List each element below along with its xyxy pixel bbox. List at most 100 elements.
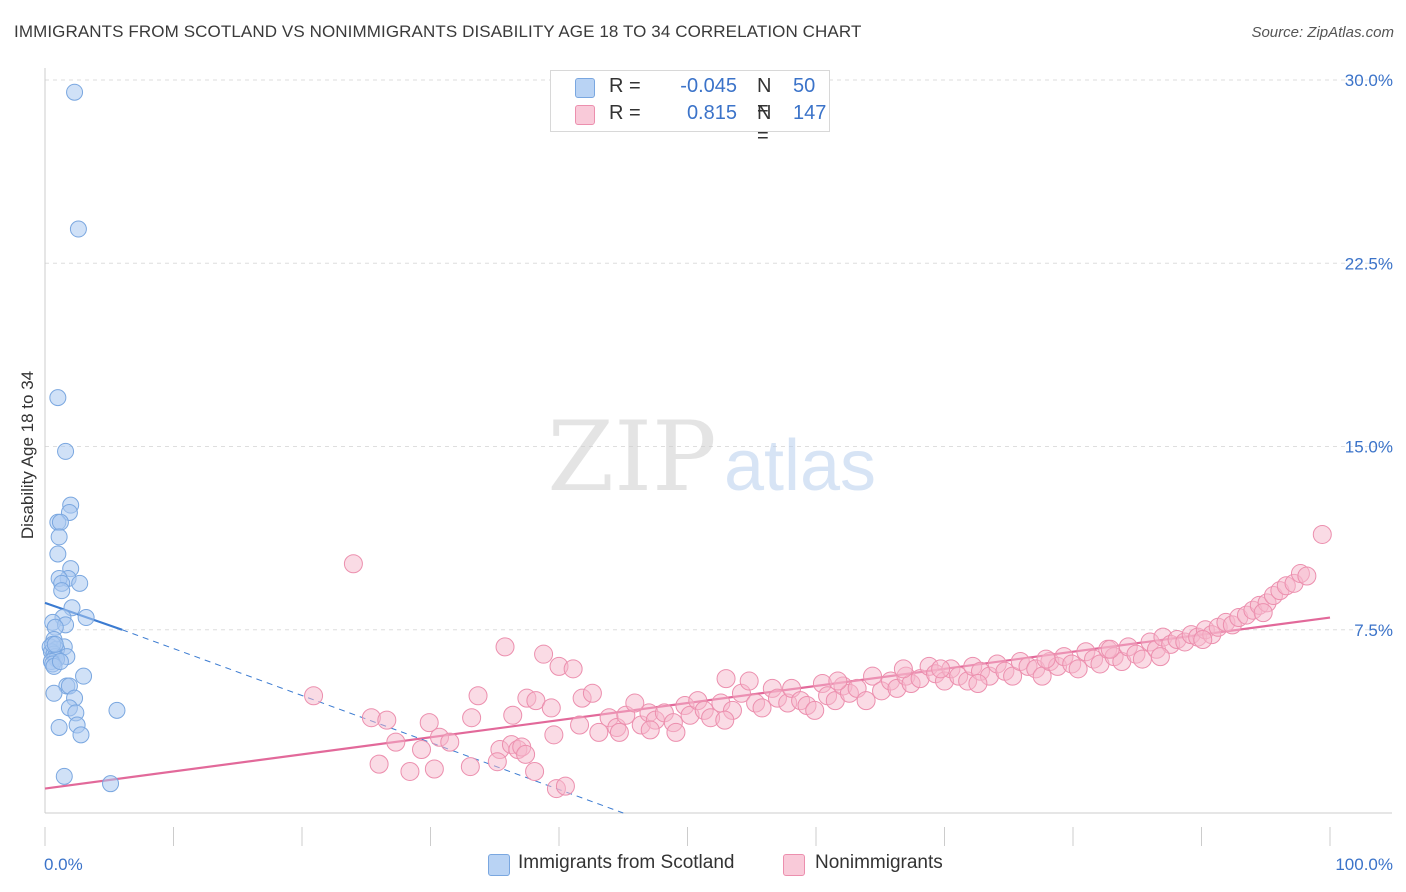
point-scotland (71, 574, 89, 592)
point-nonimmigrants (1312, 524, 1332, 544)
point-nonimmigrants (715, 710, 735, 730)
point-nonimmigrants (828, 671, 848, 691)
point-scotland (72, 726, 90, 744)
bottom-legend-swatch-nonimmigrants (783, 854, 805, 876)
point-nonimmigrants (625, 693, 645, 713)
point-nonimmigrants (1003, 666, 1023, 686)
point-nonimmigrants (563, 659, 583, 679)
legend-n-label: N = (757, 75, 772, 120)
point-scotland (51, 653, 69, 671)
legend-r-value-scotland: -0.045 (680, 75, 737, 97)
point-nonimmigrants (419, 713, 439, 733)
point-nonimmigrants (534, 644, 554, 664)
bottom-legend-label-nonimmigrants: Nonimmigrants (815, 852, 943, 873)
gridlines (45, 79, 1392, 631)
legend-r-label: R = (609, 102, 641, 124)
series-nonimmigrants (304, 524, 1332, 799)
point-nonimmigrants (716, 669, 736, 689)
point-nonimmigrants (589, 722, 609, 742)
point-nonimmigrants (893, 659, 913, 679)
point-nonimmigrants (1193, 630, 1213, 650)
axes (44, 68, 1392, 846)
point-nonimmigrants (752, 698, 772, 718)
point-scotland (45, 684, 63, 702)
point-nonimmigrants (1068, 659, 1088, 679)
watermark: ZIP atlas (547, 401, 876, 513)
chart-title: IMMIGRANTS FROM SCOTLAND VS NONIMMIGRANT… (14, 22, 862, 41)
point-scotland (46, 635, 64, 653)
legend-n-label: N = (757, 102, 772, 147)
y-tick-label: 7.5% (1354, 621, 1393, 640)
bottom-legend-swatch-scotland (488, 854, 510, 876)
point-nonimmigrants (400, 761, 420, 781)
point-scotland (49, 545, 67, 563)
point-nonimmigrants (856, 691, 876, 711)
point-nonimmigrants (1036, 649, 1056, 669)
point-nonimmigrants (386, 732, 406, 752)
point-nonimmigrants (555, 776, 575, 796)
legend-r-label: R = (609, 75, 641, 97)
point-scotland (49, 389, 67, 407)
point-nonimmigrants (1253, 603, 1273, 623)
watermark-atlas: atlas (724, 426, 876, 506)
point-nonimmigrants (503, 705, 523, 725)
legend-box: R = -0.045 N = 50 R = 0.815 N = 147 (550, 70, 830, 147)
point-nonimmigrants (377, 710, 397, 730)
point-nonimmigrants (805, 700, 825, 720)
legend-swatch-nonimmigrants (575, 105, 595, 125)
point-nonimmigrants (304, 686, 324, 706)
point-scotland (55, 767, 73, 785)
point-scotland (57, 442, 75, 460)
point-nonimmigrants (1100, 639, 1120, 659)
point-scotland (50, 528, 68, 546)
chart-source: Source: ZipAtlas.com (1251, 24, 1394, 41)
point-nonimmigrants (1150, 647, 1170, 667)
point-nonimmigrants (640, 720, 660, 740)
point-scotland (75, 667, 93, 685)
y-tick-label: 30.0% (1345, 71, 1393, 90)
y-axis-label: Disability Age 18 to 34 (18, 371, 37, 539)
legend-n-value-nonimmigrants: 147 (793, 102, 827, 124)
point-nonimmigrants (931, 659, 951, 679)
x-tick-label-max: 100.0% (1335, 855, 1393, 874)
bottom-legend-label-scotland: Immigrants from Scotland (518, 852, 735, 873)
point-nonimmigrants (487, 752, 507, 772)
point-scotland (77, 609, 95, 627)
point-nonimmigrants (526, 691, 546, 711)
point-nonimmigrants (460, 757, 480, 777)
point-nonimmigrants (968, 674, 988, 694)
y-tick-label: 15.0% (1345, 438, 1393, 457)
point-nonimmigrants (525, 761, 545, 781)
point-nonimmigrants (570, 715, 590, 735)
point-scotland (69, 220, 87, 238)
point-nonimmigrants (582, 683, 602, 703)
point-scotland (50, 718, 68, 736)
legend-swatch-scotland (575, 78, 595, 98)
series-scotland (41, 83, 126, 793)
point-nonimmigrants (541, 698, 561, 718)
point-nonimmigrants (440, 732, 460, 752)
tick-labels: 7.5% 15.0% 22.5% 30.0% 0.0% 100.0% (44, 71, 1393, 874)
point-scotland (66, 83, 84, 101)
point-nonimmigrants (863, 666, 883, 686)
legend-r-value-nonimmigrants: 0.815 (686, 102, 737, 124)
point-nonimmigrants (462, 708, 482, 728)
point-nonimmigrants (495, 637, 515, 657)
x-tick-label-min: 0.0% (44, 855, 83, 874)
point-nonimmigrants (412, 739, 432, 759)
point-nonimmigrants (343, 554, 363, 574)
point-nonimmigrants (424, 759, 444, 779)
y-tick-label: 22.5% (1345, 254, 1393, 273)
point-nonimmigrants (609, 722, 629, 742)
point-nonimmigrants (1297, 566, 1317, 586)
legend-n-value-scotland: 50 (793, 75, 816, 97)
point-scotland (51, 513, 69, 531)
point-nonimmigrants (666, 722, 686, 742)
point-nonimmigrants (468, 686, 488, 706)
point-scotland (108, 701, 126, 719)
point-nonimmigrants (369, 754, 389, 774)
watermark-zip: ZIP (547, 401, 716, 513)
point-nonimmigrants (739, 671, 759, 691)
point-nonimmigrants (516, 744, 536, 764)
